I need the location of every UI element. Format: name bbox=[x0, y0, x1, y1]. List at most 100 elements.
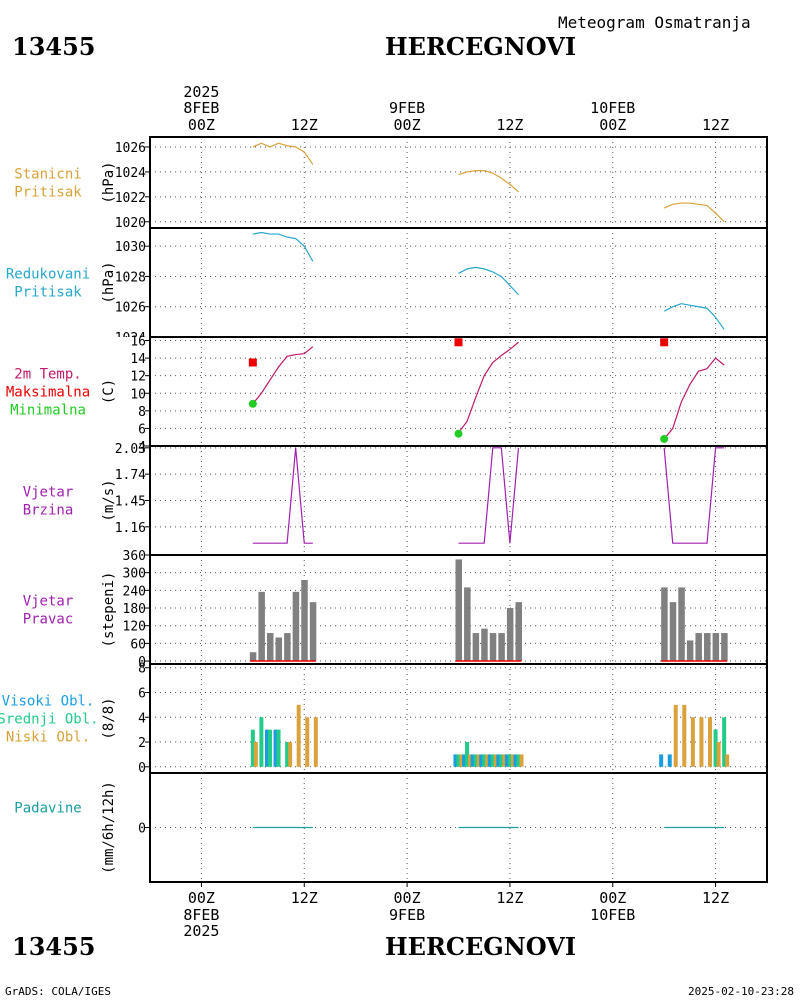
wind-dir-bar-10 bbox=[472, 633, 480, 662]
wind-dir-bar-17 bbox=[669, 602, 677, 662]
series-line-wind_speed-0 bbox=[252, 447, 313, 544]
ytick-label-reduced_pressure-1: 1028 bbox=[115, 270, 146, 285]
ytick-label-wind_speed-2: 1.74 bbox=[115, 468, 146, 483]
cloud-bar-2-8 bbox=[459, 754, 464, 767]
ytick-label-clouds-2: 4 bbox=[138, 711, 146, 726]
ylabel-precipitation: (mm/6h/12h) bbox=[101, 781, 117, 874]
cloud-bar-1-0 bbox=[250, 729, 255, 767]
cloud-bar-0-17 bbox=[667, 754, 672, 767]
ytick-label-station_pressure-1: 1022 bbox=[115, 191, 146, 206]
meteogram-subtitle: Meteogram Osmatranja bbox=[558, 13, 751, 32]
panel-label-reduced_pressure-0: Redukovani bbox=[6, 267, 90, 283]
panel-label-reduced_pressure-1: Pritisak bbox=[14, 285, 82, 301]
cloud-bar-2-9 bbox=[468, 754, 473, 767]
series-line-reduced_pressure-0 bbox=[252, 231, 314, 262]
cloud-bar-2-0 bbox=[253, 742, 258, 767]
bottom-time-label-3: 12Z bbox=[496, 889, 523, 907]
panel-frame-precipitation bbox=[149, 772, 768, 883]
cloud-bar-2-22 bbox=[716, 742, 721, 767]
cloud-bar-1-4 bbox=[285, 742, 290, 767]
credit-text: GrADS: COLA/IGES bbox=[5, 985, 111, 998]
cloud-bar-0-9 bbox=[462, 754, 467, 767]
ytick-label-wind_direction-1: 60 bbox=[130, 637, 146, 652]
cloud-bar-0-10 bbox=[470, 754, 475, 767]
series-line-temperature-0 bbox=[252, 346, 314, 405]
cloud-bar-2-12 bbox=[493, 754, 498, 767]
ytick-label-temperature-1: 6 bbox=[138, 422, 146, 437]
cloud-bar-2-4 bbox=[288, 742, 293, 767]
bottom-date-0-0: 8FEB bbox=[183, 906, 219, 924]
bottom-time-label-4: 00Z bbox=[599, 889, 626, 907]
station-name-bottom: HERCEGNOVI bbox=[385, 932, 577, 961]
cloud-bar-2-6 bbox=[305, 717, 310, 767]
ytick-label-wind_direction-0: 0 bbox=[138, 655, 146, 670]
ytick-label-station_pressure-2: 1024 bbox=[115, 166, 146, 181]
ytick-label-temperature-3: 10 bbox=[130, 387, 146, 402]
bottom-date-2-0: 10FEB bbox=[590, 906, 635, 924]
cloud-bar-0-12 bbox=[487, 754, 492, 767]
bottom-time-label-0: 00Z bbox=[188, 889, 215, 907]
wind-dir-bar-13 bbox=[498, 633, 505, 662]
panel-frame-temperature bbox=[149, 336, 768, 447]
ytick-label-wind_speed-1: 1.45 bbox=[115, 495, 146, 510]
min-point-0 bbox=[248, 399, 257, 408]
ylabel-clouds: (8/8) bbox=[101, 697, 117, 739]
wind-dir-bar-15 bbox=[515, 602, 522, 662]
panel-label-station_pressure-0: Stanicni bbox=[14, 167, 81, 183]
cloud-bar-2-21 bbox=[708, 717, 713, 767]
cloud-bar-1-11 bbox=[482, 754, 487, 767]
panel-temperature: 4 6 8 10 12 14 16 (C) 2m Temp. Maksimalna Minimaln… bbox=[6, 335, 768, 455]
cloud-bar-0-2 bbox=[264, 729, 269, 767]
series-line-station_pressure-2 bbox=[663, 202, 725, 223]
cloud-bar-2-10 bbox=[476, 754, 481, 767]
panel-label-wind_direction-1: Pravac bbox=[23, 612, 74, 628]
cloud-bar-1-22 bbox=[713, 729, 718, 767]
panel-label-wind_speed-0: Vjetar bbox=[23, 485, 74, 501]
max-point-1 bbox=[454, 338, 463, 347]
wind-dir-bar-4 bbox=[284, 633, 291, 662]
cloud-bar-1-2 bbox=[267, 729, 272, 767]
min-point-2 bbox=[660, 434, 669, 443]
ytick-label-wind_direction-2: 120 bbox=[123, 620, 146, 635]
panel-wind_speed: 1.16 1.45 1.74 2.03 (m/s) Vjetar Brzina bbox=[23, 442, 768, 556]
ytick-label-wind_direction-6: 360 bbox=[123, 549, 146, 564]
cloud-bar-0-13 bbox=[496, 754, 501, 767]
cloud-bar-1-23 bbox=[722, 717, 727, 767]
cloud-bar-2-7 bbox=[313, 717, 318, 767]
panel-frame-reduced_pressure bbox=[149, 227, 768, 338]
panel-station_pressure: 1020 1022 1024 1026 (hPa) Stanicni Pritisak bbox=[14, 136, 768, 231]
series-line-reduced_pressure-2 bbox=[663, 303, 725, 330]
panel-reduced_pressure: 1026 1028 1030 1024 (hPa) Redukovani Pritisak bbox=[6, 227, 768, 338]
ytick-label-temperature-4: 12 bbox=[130, 370, 146, 385]
wind-dir-bar-6 bbox=[301, 580, 308, 662]
wind-dir-bar-23 bbox=[721, 633, 728, 662]
cloud-bar-0-3 bbox=[273, 729, 278, 767]
ytick-label-reduced_pressure-0: 1026 bbox=[115, 301, 146, 316]
panel-label-clouds-1: Srednji Obl. bbox=[0, 712, 99, 728]
min-point-1 bbox=[454, 429, 463, 438]
wind-dir-bar-5 bbox=[292, 591, 300, 662]
panel-precipitation: 0 (mm/6h/12h) Padavine bbox=[14, 772, 768, 883]
cloud-bar-1-9 bbox=[465, 742, 470, 767]
cloud-bar-2-13 bbox=[502, 754, 507, 767]
ylabel-temperature: (C) bbox=[101, 379, 117, 404]
cloud-bar-1-15 bbox=[516, 754, 521, 767]
station-id-top: 13455 bbox=[12, 32, 96, 61]
cloud-bar-1-14 bbox=[507, 754, 512, 767]
cloud-bar-2-17 bbox=[673, 704, 678, 767]
panel-frame-wind_speed bbox=[149, 445, 768, 556]
wind-dir-bar-1 bbox=[258, 591, 265, 662]
cloud-bar-0-11 bbox=[479, 754, 484, 767]
bottom-date-1-0: 9FEB bbox=[389, 906, 425, 924]
panel-wind_direction: 0 60 120 180 240 300 360 (stepeni) Vjetar Pravac bbox=[23, 549, 768, 670]
wind-dir-bar-20 bbox=[695, 633, 702, 662]
series-line-wind_speed-1 bbox=[458, 447, 520, 544]
max-point-2 bbox=[660, 338, 669, 347]
cloud-bar-1-13 bbox=[499, 754, 504, 767]
wind-dir-bar-0 bbox=[249, 652, 257, 662]
wind-dir-bar-14 bbox=[506, 608, 514, 662]
cloud-bar-1-10 bbox=[473, 754, 478, 767]
ytick-label-station_pressure-3: 1026 bbox=[115, 141, 146, 156]
